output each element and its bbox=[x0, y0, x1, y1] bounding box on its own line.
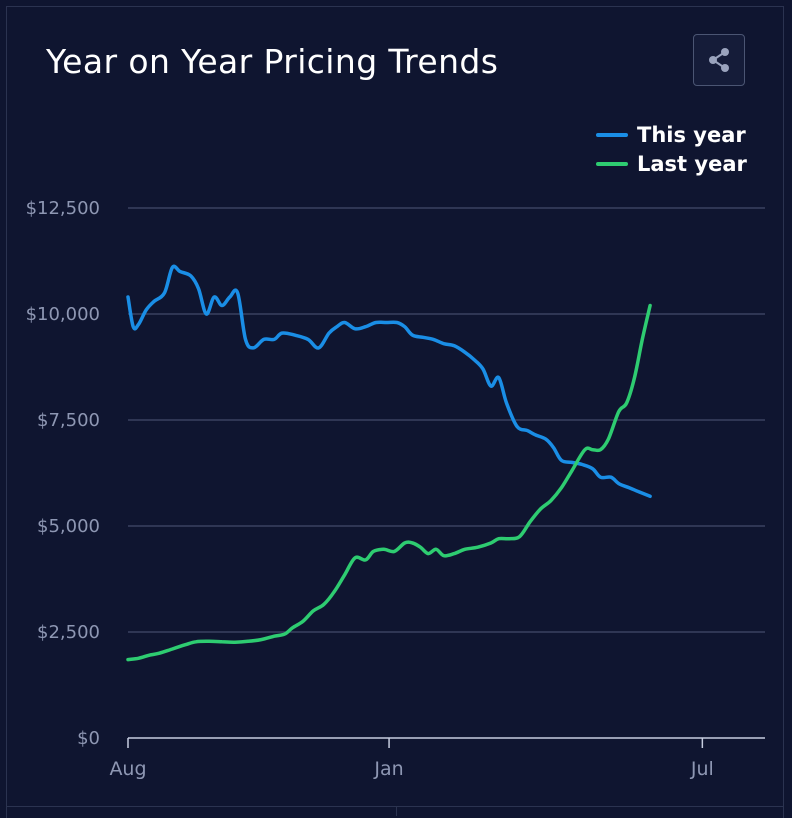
panel-divider bbox=[6, 806, 784, 807]
series-line-this-year bbox=[126, 264, 652, 499]
series-line-last-year bbox=[126, 303, 652, 662]
chart-title: Year on Year Pricing Trends bbox=[46, 42, 499, 81]
x-tick-label: Jan bbox=[373, 758, 403, 780]
chart-card bbox=[6, 6, 784, 818]
legend-swatch-last-year bbox=[596, 161, 628, 166]
legend-label-this-year: This year bbox=[637, 122, 746, 147]
y-tick-label: $0 bbox=[77, 728, 100, 749]
y-tick-label: $12,500 bbox=[26, 198, 100, 219]
y-tick-label: $2,500 bbox=[37, 622, 100, 643]
panel-divider-tick bbox=[396, 806, 397, 816]
legend-swatch-this-year bbox=[596, 132, 628, 137]
legend-item-this-year[interactable]: This year bbox=[596, 120, 747, 149]
legend-label-last-year: Last year bbox=[637, 151, 747, 176]
chart-legend: This year Last year bbox=[596, 120, 747, 178]
y-tick-label: $7,500 bbox=[37, 410, 100, 431]
share-button[interactable] bbox=[693, 34, 745, 86]
x-tick-label: Jul bbox=[690, 758, 714, 780]
y-tick-label: $5,000 bbox=[37, 516, 100, 537]
y-tick-label: $10,000 bbox=[26, 304, 100, 325]
share-icon bbox=[709, 48, 729, 72]
legend-item-last-year[interactable]: Last year bbox=[596, 149, 747, 178]
x-tick-label: Aug bbox=[109, 758, 146, 780]
